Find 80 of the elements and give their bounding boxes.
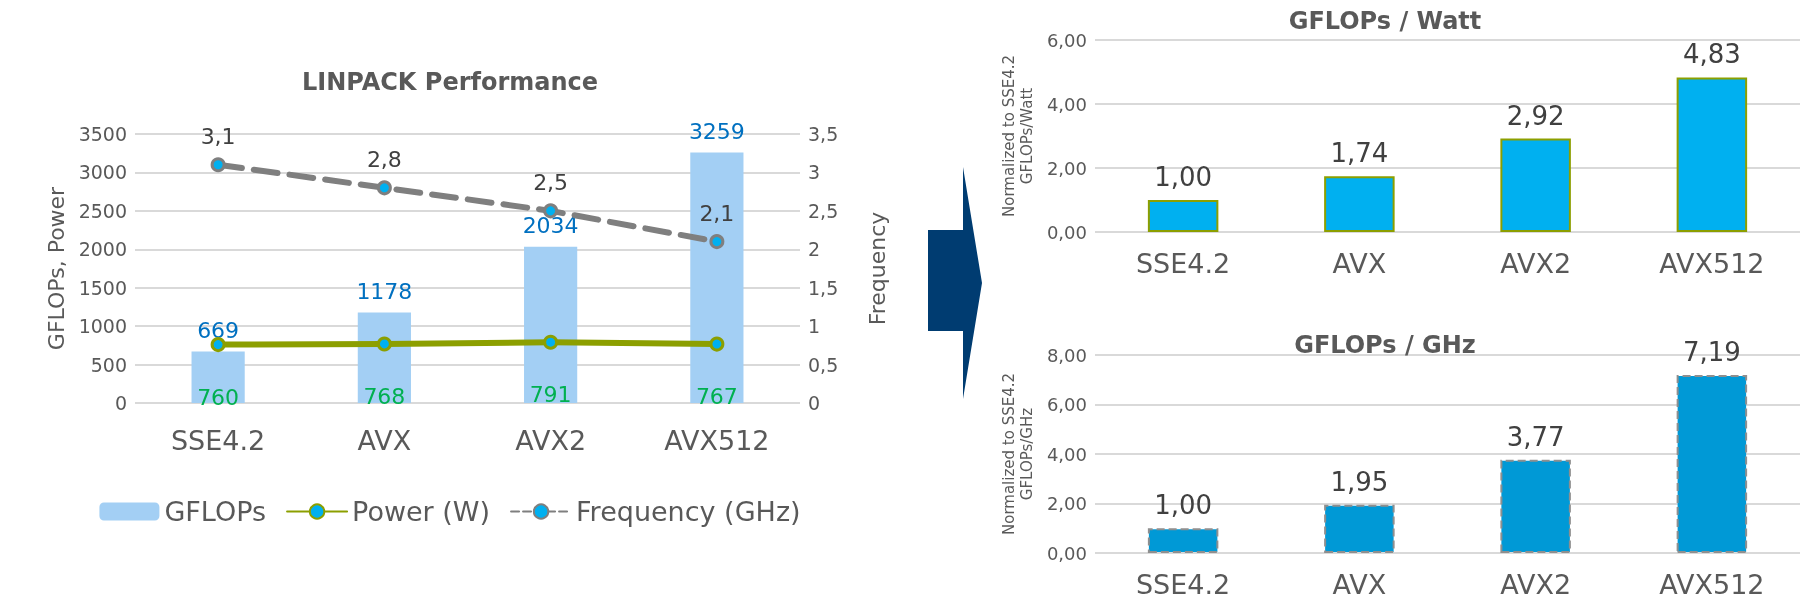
x-tick-label: AVX (357, 425, 412, 456)
x-tick-label: AVX (1332, 569, 1387, 600)
y2-tick-label: 1 (808, 315, 821, 338)
y-tick-label: 4,00 (1046, 93, 1087, 115)
y-tick-label: 2000 (78, 238, 127, 261)
data-label: 760 (197, 384, 240, 410)
y2-tick-label: 0,5 (808, 353, 839, 376)
legend-label: GFLOPs (164, 496, 267, 527)
bar (690, 152, 744, 403)
y-tick-label: 0,00 (1046, 542, 1087, 564)
bar (1147, 200, 1219, 232)
y-axis-title: Normalized to SSE4.2 GFLOPs/Watt (1000, 54, 1037, 218)
data-label: 2,1 (699, 200, 735, 226)
y-axis-title: GFLOPs, Power (44, 185, 70, 351)
y-tick-label: 2,00 (1046, 157, 1087, 179)
data-label: 1178 (356, 278, 413, 304)
data-label: 1,95 (1330, 466, 1389, 497)
x-tick-label: AVX512 (664, 425, 770, 456)
data-label: 3259 (688, 119, 745, 145)
point (376, 180, 392, 196)
y-axis-title: Normalized to SSE4.2 GFLOPs/GHz (1000, 372, 1037, 536)
y-tick-label: 8,00 (1046, 344, 1087, 366)
data-label: 3,77 (1506, 421, 1565, 452)
y-tick-label: 1500 (78, 276, 127, 299)
y-tick-label: 0 (114, 392, 127, 414)
y-tick-label: 3000 (78, 161, 127, 184)
bar (1324, 504, 1395, 553)
data-label: 7,19 (1682, 337, 1741, 368)
data-label: 2,92 (1506, 100, 1565, 131)
y-tick-label: 6,00 (1046, 394, 1087, 415)
chart-title: GFLOPs / Watt (1288, 7, 1482, 35)
bar (1676, 375, 1748, 553)
y2-tick-label: 2 (808, 238, 821, 261)
data-label: 2,5 (533, 169, 569, 195)
y2-tick-label: 0 (808, 392, 821, 414)
x-tick-label: AVX2 (1500, 569, 1572, 600)
y2-tick-label: 3,5 (808, 123, 839, 145)
x-tick-label: AVX512 (1659, 248, 1765, 279)
x-tick-label: AVX512 (1659, 569, 1765, 600)
y-tick-label: 4,00 (1046, 443, 1087, 465)
data-label: 4,83 (1682, 39, 1741, 70)
bar (1324, 176, 1395, 232)
data-label: 2,8 (366, 146, 402, 172)
y-tick-label: 6,00 (1046, 29, 1087, 51)
x-tick-label: SSE4.2 (1135, 248, 1231, 279)
x-tick-label: SSE4.2 (170, 425, 266, 456)
y-tick-label: 2500 (78, 199, 127, 222)
x-tick-label: AVX2 (515, 425, 587, 456)
y2-axis-title: Frequency (864, 211, 890, 326)
bar (1147, 528, 1219, 553)
point (210, 157, 226, 173)
y2-tick-label: 2,5 (808, 199, 839, 222)
x-tick-label: SSE4.2 (1135, 569, 1231, 600)
y-tick-label: 500 (90, 353, 127, 376)
bar (1500, 459, 1571, 553)
data-label: 767 (695, 384, 738, 410)
data-label: 768 (363, 383, 406, 409)
bar (1676, 77, 1748, 232)
legend-label: Power (W) (352, 496, 491, 527)
x-tick-label: AVX2 (1500, 248, 1572, 279)
data-label: 3,1 (200, 123, 236, 149)
legend-label: Frequency (GHz) (576, 496, 801, 527)
point (709, 234, 725, 250)
y2-tick-label: 1,5 (808, 276, 839, 299)
y-tick-label: 2,00 (1046, 493, 1087, 514)
y2-tick-label: 3 (808, 161, 821, 184)
y-tick-label: 0,00 (1046, 221, 1087, 243)
data-label: 791 (529, 382, 572, 408)
data-label: 1,00 (1154, 162, 1213, 192)
data-label: 2034 (522, 213, 579, 239)
data-label: 1,74 (1330, 138, 1389, 169)
bar (1500, 138, 1571, 232)
chart-title: GFLOPs / GHz (1294, 331, 1476, 359)
chart-title: LINPACK Performance (301, 68, 599, 96)
data-label: 669 (197, 318, 240, 344)
bar (524, 246, 578, 403)
x-tick-label: AVX (1332, 248, 1387, 279)
data-label: 1,00 (1154, 490, 1213, 521)
y-tick-label: 1000 (78, 315, 127, 338)
y-tick-label: 3500 (78, 123, 127, 145)
